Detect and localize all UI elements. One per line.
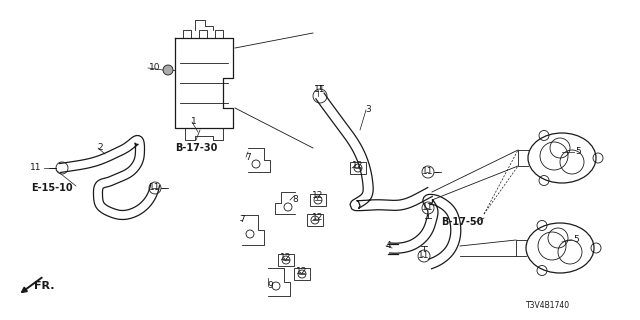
Text: B-17-50: B-17-50	[441, 217, 483, 227]
Text: 4: 4	[385, 242, 391, 251]
Text: 1: 1	[191, 117, 197, 126]
Text: 11: 11	[422, 204, 434, 212]
Text: 8: 8	[292, 196, 298, 204]
Text: 7: 7	[245, 153, 251, 162]
Text: 5: 5	[575, 148, 581, 156]
Text: 3: 3	[365, 106, 371, 115]
Text: 11: 11	[149, 183, 161, 193]
Text: FR.: FR.	[34, 281, 54, 291]
Text: 12: 12	[352, 161, 364, 170]
Text: T3V4B1740: T3V4B1740	[526, 301, 570, 310]
Text: 10: 10	[149, 63, 161, 73]
Text: 11: 11	[314, 85, 326, 94]
Bar	[294, 268, 310, 280]
Text: 12: 12	[280, 253, 292, 262]
Bar	[310, 194, 326, 206]
Text: 11: 11	[419, 252, 429, 260]
Text: E-15-10: E-15-10	[31, 183, 73, 193]
Circle shape	[163, 65, 173, 75]
Bar	[350, 162, 366, 174]
Text: 7: 7	[239, 215, 245, 225]
Bar	[278, 254, 294, 266]
Text: 11: 11	[30, 164, 42, 172]
Text: 12: 12	[312, 191, 324, 201]
Text: 11: 11	[422, 167, 434, 177]
Bar	[307, 214, 323, 226]
Text: 9: 9	[267, 282, 273, 291]
Text: 12: 12	[296, 268, 308, 276]
Text: B-17-30: B-17-30	[175, 143, 217, 153]
Text: 2: 2	[97, 143, 103, 153]
Text: 12: 12	[312, 213, 324, 222]
Text: 5: 5	[573, 236, 579, 244]
